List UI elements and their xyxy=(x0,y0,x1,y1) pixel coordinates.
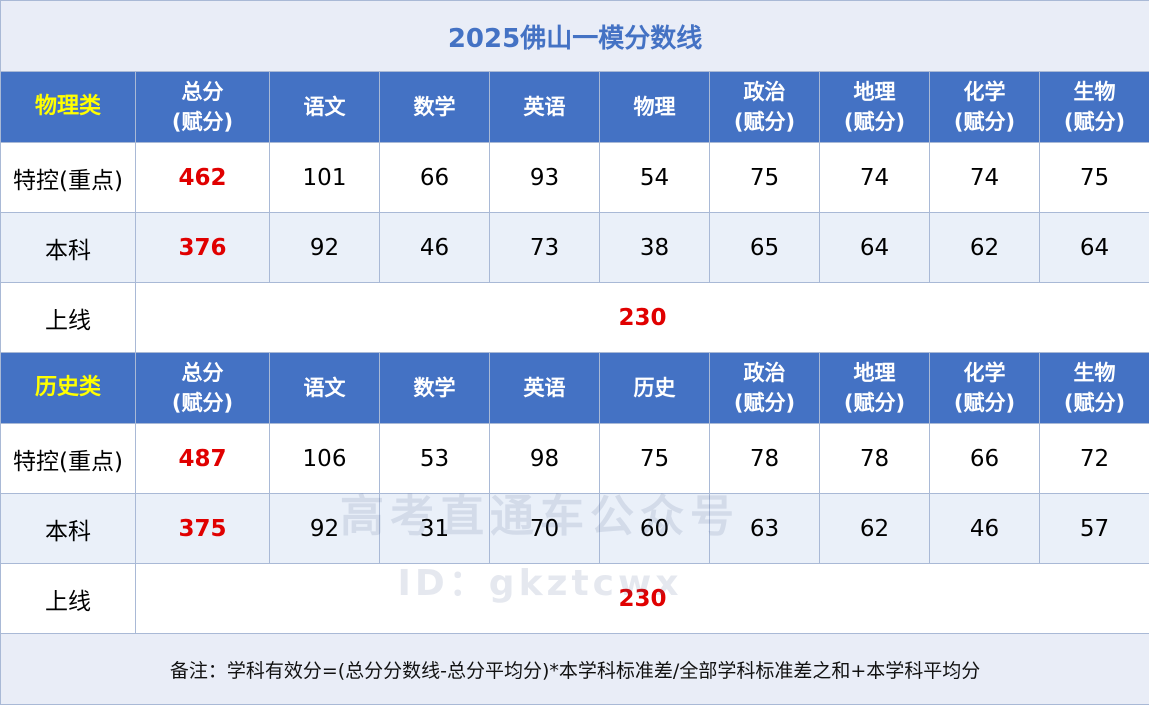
score-cell: 65 xyxy=(710,213,820,283)
physics-category-label: 物理类 xyxy=(1,72,136,143)
score-cell: 53 xyxy=(380,424,490,494)
row-label: 本科 xyxy=(1,213,136,283)
score-cell: 106 xyxy=(270,424,380,494)
physics-header-row: 物理类总分 (赋分)语文数学英语物理政治 (赋分)地理 (赋分)化学 (赋分)生… xyxy=(1,72,1149,143)
score-cell: 78 xyxy=(710,424,820,494)
score-cell: 92 xyxy=(270,494,380,564)
column-header: 地理 (赋分) xyxy=(820,353,930,424)
score-cell: 70 xyxy=(490,494,600,564)
column-header: 英语 xyxy=(490,353,600,424)
row-label: 特控(重点) xyxy=(1,424,136,494)
score-cell: 93 xyxy=(490,143,600,213)
column-header: 总分 (赋分) xyxy=(136,353,270,424)
history-category-label: 历史类 xyxy=(1,353,136,424)
column-header: 化学 (赋分) xyxy=(930,353,1040,424)
score-cell: 31 xyxy=(380,494,490,564)
score-cell: 74 xyxy=(820,143,930,213)
score-cell: 38 xyxy=(600,213,710,283)
score-cell: 73 xyxy=(490,213,600,283)
column-header: 生物 (赋分) xyxy=(1040,72,1149,143)
column-header: 化学 (赋分) xyxy=(930,72,1040,143)
row-label: 特控(重点) xyxy=(1,143,136,213)
column-header: 物理 xyxy=(600,72,710,143)
score-cell: 72 xyxy=(1040,424,1149,494)
score-cell: 46 xyxy=(380,213,490,283)
total-score-cell: 487 xyxy=(136,424,270,494)
score-cell: 101 xyxy=(270,143,380,213)
score-cell: 54 xyxy=(600,143,710,213)
column-header: 生物 (赋分) xyxy=(1040,353,1149,424)
total-score-cell: 462 xyxy=(136,143,270,213)
score-cell: 75 xyxy=(600,424,710,494)
score-cell: 66 xyxy=(930,424,1040,494)
total-score-cell: 376 xyxy=(136,213,270,283)
score-cell: 46 xyxy=(930,494,1040,564)
column-header: 语文 xyxy=(270,72,380,143)
score-cell: 64 xyxy=(820,213,930,283)
row-label: 上线 xyxy=(1,564,136,634)
score-cell: 98 xyxy=(490,424,600,494)
score-cell: 78 xyxy=(820,424,930,494)
score-cell: 74 xyxy=(930,143,1040,213)
score-cell: 75 xyxy=(1040,143,1149,213)
column-header: 历史 xyxy=(600,353,710,424)
column-header: 英语 xyxy=(490,72,600,143)
score-cell: 57 xyxy=(1040,494,1149,564)
score-cell: 60 xyxy=(600,494,710,564)
score-cell: 75 xyxy=(710,143,820,213)
total-score-cell: 375 xyxy=(136,494,270,564)
column-header: 数学 xyxy=(380,72,490,143)
row-label: 本科 xyxy=(1,494,136,564)
history-header-row: 历史类总分 (赋分)语文数学英语历史政治 (赋分)地理 (赋分)化学 (赋分)生… xyxy=(1,353,1149,424)
row-label: 上线 xyxy=(1,283,136,353)
note-row: 备注：学科有效分=(总分分数线-总分平均分)*本学科标准差/全部学科标准差之和+… xyxy=(1,634,1149,705)
column-header: 数学 xyxy=(380,353,490,424)
table-title: 2025佛山一模分数线 xyxy=(1,1,1149,72)
online-score-cell: 230 xyxy=(136,564,1149,634)
column-header: 地理 (赋分) xyxy=(820,72,930,143)
score-cell: 66 xyxy=(380,143,490,213)
note-text: 备注：学科有效分=(总分分数线-总分平均分)*本学科标准差/全部学科标准差之和+… xyxy=(1,634,1149,705)
column-header: 政治 (赋分) xyxy=(710,353,820,424)
column-header: 政治 (赋分) xyxy=(710,72,820,143)
score-cell: 62 xyxy=(820,494,930,564)
score-cell: 62 xyxy=(930,213,1040,283)
score-cell: 92 xyxy=(270,213,380,283)
column-header: 总分 (赋分) xyxy=(136,72,270,143)
online-score-cell: 230 xyxy=(136,283,1149,353)
score-cell: 64 xyxy=(1040,213,1149,283)
score-cell: 63 xyxy=(710,494,820,564)
column-header: 语文 xyxy=(270,353,380,424)
